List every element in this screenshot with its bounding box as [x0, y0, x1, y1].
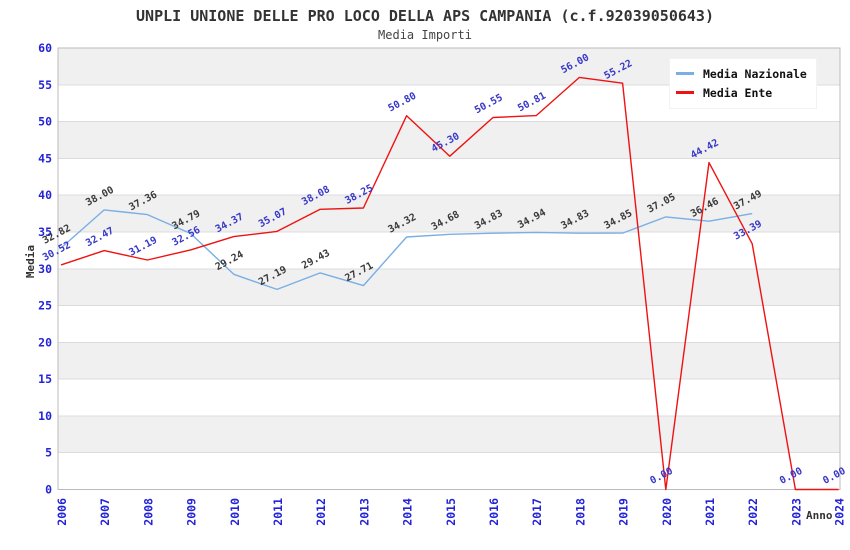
y-tick-label: 50: [38, 115, 52, 129]
x-tick-label: 2015: [444, 498, 458, 526]
y-tick-label: 0: [45, 483, 52, 497]
legend-box: Media Nazionale Media Ente: [669, 58, 817, 109]
y-tick-label: 60: [38, 41, 52, 55]
plot-band: [58, 379, 840, 416]
legend-label-ente: Media Ente: [703, 85, 773, 100]
series-line-nazionale: [60, 209, 753, 291]
x-tick-label: 2019: [617, 498, 631, 526]
plot-band: [58, 342, 840, 380]
y-tick-label: 45: [38, 151, 52, 165]
x-tick-label: 2016: [487, 498, 501, 526]
x-tick-label: 2024: [833, 498, 847, 526]
chart-title: UNPLI UNIONE DELLE PRO LOCO DELLA APS CA…: [136, 7, 714, 25]
x-tick-label: 2009: [185, 498, 199, 526]
y-tick-label: 25: [38, 299, 52, 313]
x-tick-label: 2007: [98, 498, 112, 526]
x-tick-label: 2012: [314, 498, 328, 526]
x-axis-title: Anno: [806, 509, 833, 522]
y-tick-label: 15: [38, 372, 52, 386]
x-tick-label: 2006: [55, 498, 69, 526]
x-tick-label: 2010: [228, 498, 242, 526]
x-tick-label: 2017: [530, 498, 544, 526]
plot-band: [58, 195, 840, 232]
legend-swatch-ente: [676, 91, 694, 94]
x-tick-label: 2023: [789, 498, 803, 526]
plot-band: [58, 305, 840, 343]
plot-band: [58, 121, 840, 159]
y-tick-label: 35: [38, 225, 52, 239]
legend-swatch-nazionale: [676, 72, 694, 75]
legend-item-nazionale: Media Nazionale: [676, 64, 810, 83]
y-tick-label: 20: [38, 335, 52, 349]
plot-border: [57, 47, 841, 490]
plot-band: [58, 415, 840, 453]
y-tick-label: 55: [38, 78, 52, 92]
series-line-ente: [60, 76, 839, 491]
y-tick-label: 5: [45, 446, 52, 460]
y-axis-title: Media: [24, 244, 38, 279]
x-tick-label: 2008: [141, 498, 155, 526]
y-tick-label: 10: [38, 409, 52, 423]
y-tick-label: 30: [38, 262, 52, 276]
chart-subtitle: Media Importi: [378, 28, 472, 42]
x-tick-label: 2018: [573, 498, 587, 526]
x-tick-label: 2021: [703, 498, 717, 526]
plot-band: [58, 268, 840, 306]
plot-band: [58, 452, 840, 490]
y-tick-label: 40: [38, 188, 52, 202]
x-tick-label: 2022: [746, 498, 760, 526]
x-tick-label: 2014: [401, 498, 415, 526]
x-tick-label: 2013: [357, 498, 371, 526]
legend-item-ente: Media Ente: [676, 83, 810, 102]
legend-label-nazionale: Media Nazionale: [703, 66, 807, 81]
x-tick-label: 2011: [271, 498, 285, 526]
x-tick-label: 2020: [660, 498, 674, 526]
